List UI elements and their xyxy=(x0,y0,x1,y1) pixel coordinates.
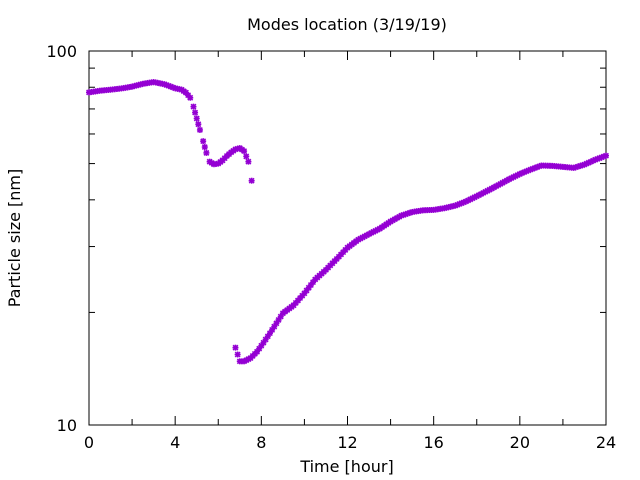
chart-title: Modes location (3/19/19) xyxy=(247,15,447,34)
data-point xyxy=(203,149,210,156)
data-point xyxy=(196,126,203,133)
x-tick-label: 0 xyxy=(84,433,94,452)
x-tick-label: 4 xyxy=(170,433,180,452)
data-point xyxy=(234,351,241,358)
x-tick-label: 20 xyxy=(510,433,530,452)
data-point xyxy=(192,109,199,116)
y-tick-label: 10 xyxy=(57,416,77,435)
data-point xyxy=(201,144,208,151)
data-point xyxy=(193,115,200,122)
x-tick-label: 24 xyxy=(596,433,616,452)
data-points xyxy=(86,79,609,365)
x-tick-label: 16 xyxy=(423,433,443,452)
data-point xyxy=(232,344,239,351)
data-point xyxy=(195,121,202,128)
plot-frame xyxy=(88,50,607,426)
data-point xyxy=(200,138,207,145)
data-point xyxy=(190,103,197,110)
x-tick-label: 12 xyxy=(337,433,357,452)
y-axis-label: Particle size [nm] xyxy=(5,169,24,308)
data-point xyxy=(187,94,194,101)
data-point xyxy=(258,342,265,349)
y-tick-label: 100 xyxy=(46,42,77,61)
data-point xyxy=(241,148,248,155)
x-axis-label: Time [hour] xyxy=(299,457,393,476)
axis-ticks xyxy=(88,50,607,426)
data-point xyxy=(260,339,267,346)
data-point xyxy=(243,153,250,160)
data-point xyxy=(248,177,255,184)
axis-tick-labels: 0 4 8 12 16 20 24 10 100 xyxy=(46,42,616,452)
x-tick-label: 8 xyxy=(256,433,266,452)
data-point xyxy=(603,152,609,159)
data-point xyxy=(245,158,252,165)
